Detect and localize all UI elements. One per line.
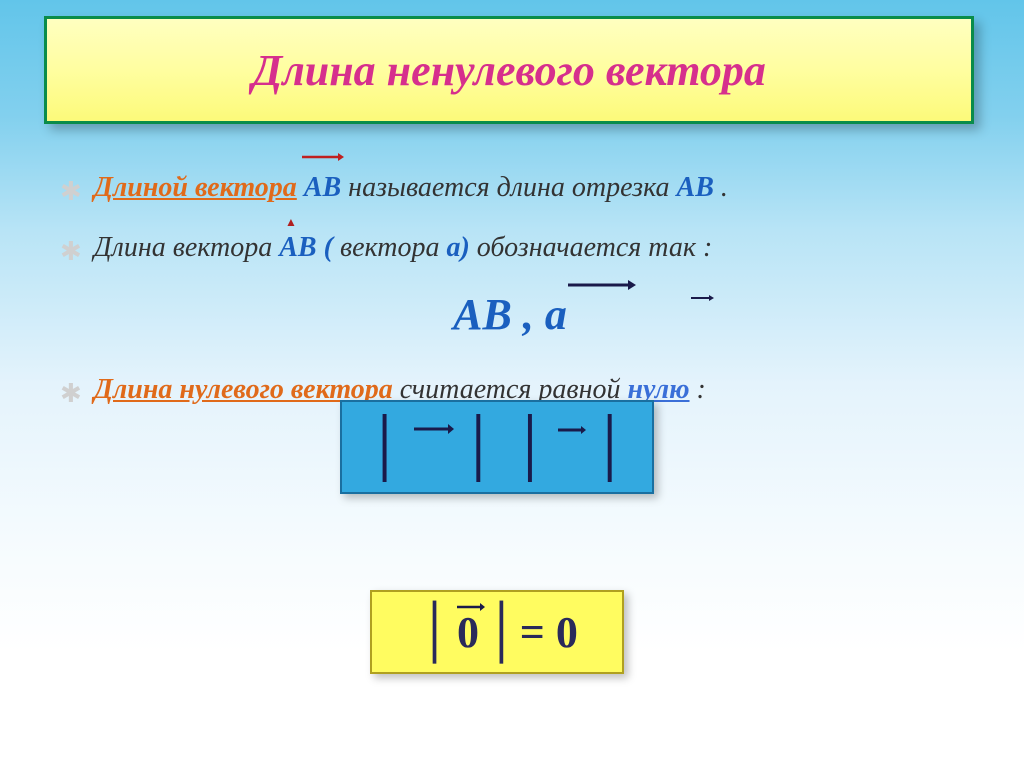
slide-title: Длина ненулевого вектора	[252, 45, 766, 96]
vector-arrow-icon	[300, 150, 344, 164]
vector-arrow-icon	[566, 277, 636, 293]
notation-display: АВ , а	[60, 289, 960, 340]
abs-a: │ │	[510, 418, 629, 476]
title-box: Длина ненулевого вектора	[44, 16, 974, 124]
bullet-2: ✱ Длина вектора АВ ( вектора а) обознача…	[60, 228, 960, 270]
abs-ab: │ │	[365, 418, 498, 476]
equals-zero: = 0	[520, 607, 578, 658]
term-vector-length: Длиной вектора	[94, 172, 297, 203]
slide: Длина ненулевого вектора ✱ Длиной вектор…	[0, 0, 1024, 768]
blue-formula-box: │ │ │ │	[340, 400, 654, 494]
zero-vector-symbol: 0	[457, 608, 479, 657]
slide-body: ✱ Длиной вектора АВ называется длина отр…	[60, 150, 960, 412]
stray-up-arrow-icon: ▲	[285, 215, 297, 230]
vector-ab-1: АВ	[304, 168, 341, 207]
bullet-icon: ✱	[60, 174, 82, 210]
yellow-formula-box: │ 0 │ = 0	[370, 590, 624, 674]
vector-ab-2: АВ (	[279, 232, 333, 263]
notation-ab: АВ	[453, 289, 512, 340]
segment-ab: АВ	[677, 172, 714, 203]
bullet-1: ✱ Длиной вектора АВ называется длина отр…	[60, 168, 960, 210]
text: Длина вектора	[94, 232, 279, 263]
stray-arrow-icon	[690, 290, 714, 308]
text: называется длина отрезка	[348, 172, 676, 203]
vector-a: а)	[446, 232, 476, 263]
bullet-icon: ✱	[60, 234, 82, 270]
bullet-icon: ✱	[60, 376, 82, 412]
notation-a: а	[545, 289, 567, 340]
